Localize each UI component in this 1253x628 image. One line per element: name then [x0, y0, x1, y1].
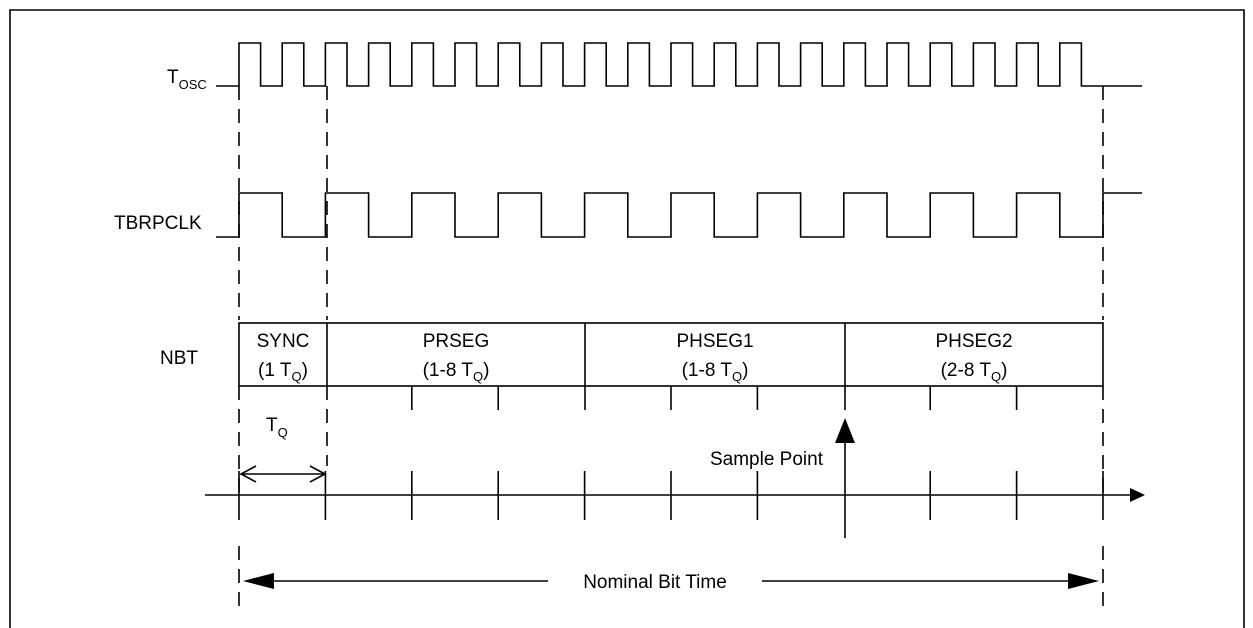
segment-phseg1-range: (1-8 TQ)	[682, 360, 749, 384]
time-axis-arrowhead	[1130, 488, 1145, 502]
segment-prseg-range: (1-8 TQ)	[423, 360, 490, 384]
segment-phseg2-range: (2-8 TQ)	[941, 360, 1008, 384]
nominal-bit-time-arrowhead-right	[1068, 573, 1099, 589]
tbrpclk-label: TBRPCLK	[114, 213, 202, 234]
tq-arrowhead-left	[239, 465, 257, 483]
segment-phseg1-name: PHSEG1	[676, 331, 753, 352]
nbt-label: NBT	[160, 348, 198, 369]
diagram-frame	[9, 9, 1245, 628]
nominal-bit-time-arrowhead-left	[243, 573, 274, 589]
tosc-label: TOSC	[167, 67, 207, 92]
tbrpclk-waveform	[216, 192, 1142, 238]
sample-point-arrowhead	[835, 418, 855, 443]
nominal-bit-time-label: Nominal Bit Time	[583, 572, 727, 593]
segment-sync-range: (1 TQ)	[258, 360, 308, 384]
sample-point-label: Sample Point	[710, 449, 824, 470]
segment-prseg-name: PRSEG	[423, 331, 490, 352]
time-axis-ticks	[238, 471, 1104, 520]
segment-sync-name: SYNC	[257, 331, 310, 352]
segment-phseg2-name: PHSEG2	[935, 331, 1012, 352]
nbt-quanta-ticks	[410, 386, 1018, 410]
tq-label: TQ	[266, 415, 288, 440]
tosc-waveform	[216, 42, 1142, 87]
